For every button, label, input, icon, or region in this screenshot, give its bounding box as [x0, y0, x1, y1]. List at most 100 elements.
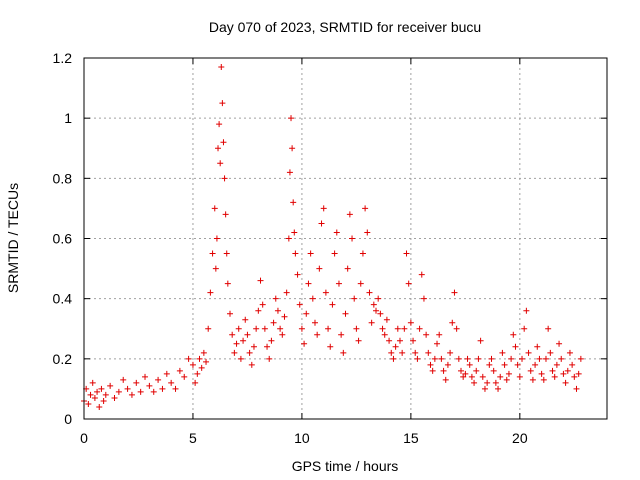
x-tick-label: 5: [189, 430, 197, 446]
data-point: [562, 379, 569, 386]
data-point: [379, 325, 386, 332]
data-point: [396, 337, 403, 344]
data-point: [268, 337, 275, 344]
data-point: [217, 160, 224, 167]
data-point: [532, 361, 539, 368]
data-point: [488, 355, 495, 362]
data-point: [259, 301, 266, 308]
data-point: [486, 361, 493, 368]
data-point: [192, 379, 199, 386]
data-point: [322, 289, 329, 296]
data-point: [473, 367, 480, 374]
data-point: [436, 331, 443, 338]
data-point: [338, 331, 345, 338]
data-point: [427, 361, 434, 368]
data-point: [508, 355, 515, 362]
y-tick-label: 1: [64, 110, 72, 126]
data-point: [401, 325, 408, 332]
data-point: [553, 361, 560, 368]
data-point: [87, 391, 94, 398]
data-point: [538, 370, 545, 377]
data-point: [222, 211, 229, 218]
data-point: [423, 331, 430, 338]
data-point: [264, 343, 271, 350]
axis-ticks: 0 0.2 0.4 0.6 0.8 1 1.2 0 5 10 15 20: [53, 50, 607, 446]
data-point: [242, 316, 249, 323]
data-point: [285, 235, 292, 242]
data-point: [261, 325, 268, 332]
data-point: [484, 379, 491, 386]
data-point: [333, 229, 340, 236]
data-point: [468, 373, 475, 380]
data-point: [250, 343, 257, 350]
data-point: [392, 343, 399, 350]
data-point: [213, 235, 220, 242]
data-point: [510, 331, 517, 338]
data-point: [512, 343, 519, 350]
data-point: [289, 145, 296, 152]
data-point: [325, 325, 332, 332]
data-point: [200, 349, 207, 356]
y-tick-label: 1.2: [53, 50, 73, 66]
data-point: [227, 310, 234, 317]
data-point: [503, 376, 510, 383]
data-point: [124, 385, 131, 392]
data-point: [490, 367, 497, 374]
data-point: [399, 349, 406, 356]
data-point: [100, 397, 107, 404]
data-point: [501, 361, 508, 368]
data-point: [346, 211, 353, 218]
data-point: [571, 373, 578, 380]
data-point: [107, 382, 114, 389]
data-point: [529, 376, 536, 383]
data-point: [368, 319, 375, 326]
data-point: [115, 388, 122, 395]
data-point: [318, 220, 325, 227]
data-point: [353, 325, 360, 332]
data-point: [364, 229, 371, 236]
data-point: [457, 367, 464, 374]
data-point: [438, 355, 445, 362]
data-point: [475, 355, 482, 362]
data-point: [381, 331, 388, 338]
data-point: [220, 139, 227, 146]
data-point: [221, 175, 228, 182]
data-point: [549, 367, 556, 374]
data-point: [281, 313, 288, 320]
data-point: [540, 376, 547, 383]
data-point: [357, 280, 364, 287]
data-point: [303, 310, 310, 317]
data-point: [519, 355, 526, 362]
data-point: [505, 370, 512, 377]
data-point: [194, 370, 201, 377]
data-point: [209, 250, 216, 257]
data-point: [266, 355, 273, 362]
data-point: [283, 289, 290, 296]
data-point: [207, 289, 214, 296]
y-tick-label: 0.2: [53, 351, 73, 367]
data-point: [272, 295, 279, 302]
data-point: [542, 355, 549, 362]
data-point: [212, 265, 219, 272]
data-point: [168, 379, 175, 386]
data-point: [120, 376, 127, 383]
data-point: [146, 382, 153, 389]
data-point: [444, 361, 451, 368]
data-point: [176, 367, 183, 374]
x-tick-label: 15: [403, 430, 419, 446]
data-point: [296, 301, 303, 308]
data-point: [442, 376, 449, 383]
data-point: [551, 373, 558, 380]
data-point: [394, 325, 401, 332]
data-point: [133, 379, 140, 386]
data-point: [373, 307, 380, 314]
data-point: [410, 337, 417, 344]
data-point: [229, 331, 236, 338]
data-point: [390, 355, 397, 362]
data-point: [224, 280, 231, 287]
data-point: [233, 340, 240, 347]
data-point: [566, 349, 573, 356]
data-point: [307, 250, 314, 257]
data-point: [495, 385, 502, 392]
data-point: [137, 388, 144, 395]
